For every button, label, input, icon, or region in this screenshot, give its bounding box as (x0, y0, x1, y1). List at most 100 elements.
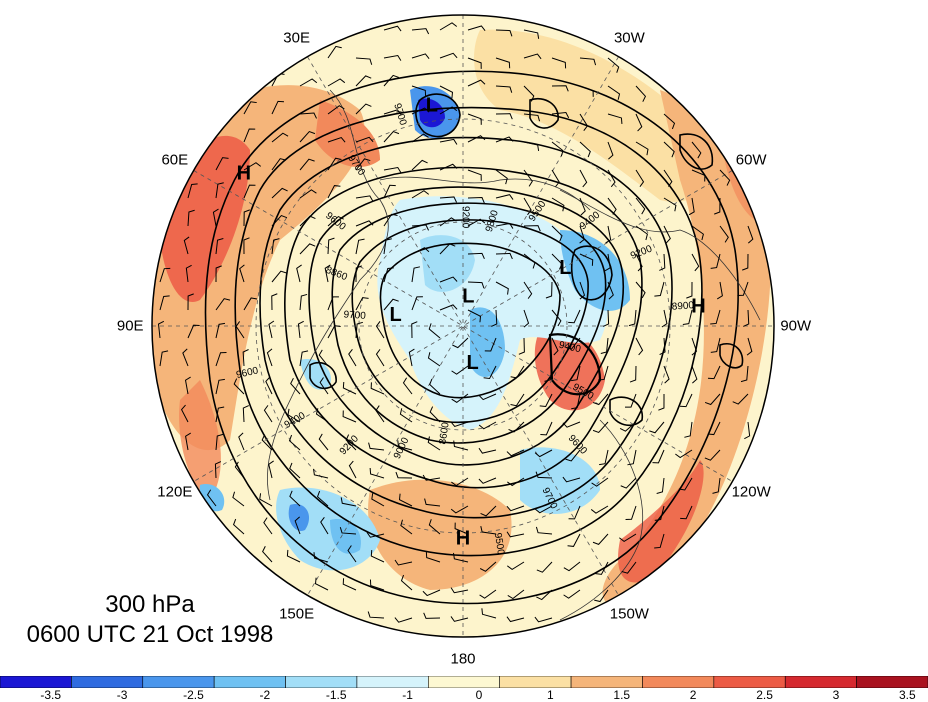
wind-barb (663, 197, 677, 212)
wind-barb (484, 337, 497, 352)
wind-barb (495, 252, 513, 260)
wind-barb (327, 157, 342, 171)
wind-barb (355, 220, 374, 227)
low-center: L (390, 304, 402, 326)
colorbar (0, 676, 928, 688)
longitude-label: 30W (613, 29, 645, 47)
longitude-label: 120E (157, 483, 193, 501)
wind-barb (342, 410, 357, 423)
wind-barb (607, 85, 621, 100)
wind-barb (327, 215, 344, 227)
wind-barb (495, 57, 511, 69)
wind-barb (540, 421, 553, 436)
wind-barb (744, 421, 751, 440)
wind-barb (467, 113, 482, 125)
wind-barb (607, 57, 620, 73)
wind-barb (427, 436, 441, 451)
wind-barb (545, 281, 553, 299)
wind-barb (451, 393, 469, 403)
wind-barb (495, 85, 513, 93)
wind-barb (534, 616, 553, 623)
wind-barb (579, 141, 591, 158)
wind-barb (635, 337, 644, 356)
wind-barb (271, 100, 285, 115)
wind-barb (411, 85, 427, 97)
wind-barb (327, 296, 339, 311)
wind-barb (481, 608, 497, 619)
wind-barb (324, 264, 331, 283)
wind-barb (654, 505, 665, 521)
wind-barb (215, 298, 231, 311)
wind-barb (450, 616, 469, 622)
wind-barb (602, 309, 610, 327)
wind-barb (383, 74, 399, 87)
wind-barb (579, 85, 594, 97)
wind-barb (215, 182, 224, 199)
wind-barb (187, 183, 198, 199)
wind-barb (243, 297, 258, 311)
wind-barb (383, 109, 402, 115)
wind-barb (425, 551, 441, 563)
wind-barb (318, 433, 329, 451)
wind-barb (467, 169, 482, 181)
wind-barb (495, 281, 509, 295)
wind-barb (719, 169, 731, 186)
wind-barb (159, 295, 170, 311)
wind-barb (663, 113, 676, 130)
wind-barb (451, 365, 469, 375)
wind-barb (467, 309, 482, 323)
wind-barb (427, 352, 441, 367)
wind-barb (370, 382, 385, 395)
wind-barb (369, 579, 385, 591)
wind-barb (567, 533, 581, 547)
wind-barb (495, 136, 514, 143)
wind-barb (428, 519, 441, 535)
wind-barb (467, 135, 486, 143)
wind-barb (422, 589, 441, 597)
wind-barb (551, 111, 570, 119)
wind-barb (289, 462, 301, 479)
wind-barb (299, 78, 318, 87)
wind-barb (157, 320, 165, 339)
wind-barb (215, 351, 227, 367)
wind-barb (451, 477, 469, 487)
wind-barb (287, 408, 301, 423)
wind-barb (654, 533, 665, 549)
wind-barb (663, 169, 673, 187)
wind-barb (271, 293, 278, 311)
wind-barb (627, 449, 637, 466)
wind-barb (480, 526, 497, 535)
wind-barb (571, 365, 581, 382)
wind-barb (661, 309, 668, 328)
wind-barb (607, 197, 617, 215)
wind-barb (704, 393, 721, 406)
wind-barb (523, 141, 540, 151)
wind-barb (232, 491, 245, 507)
colorbar-swatch (428, 676, 500, 688)
wind-barb (450, 587, 469, 594)
wind-barb (495, 29, 513, 37)
wind-barb (383, 213, 398, 227)
wind-barb (348, 460, 357, 479)
wind-barb (675, 449, 693, 459)
wind-barb (355, 297, 369, 311)
wind-barb (579, 253, 594, 266)
wind-barb (327, 136, 346, 143)
colorbar-swatch (0, 676, 72, 688)
wind-barb (467, 252, 485, 260)
wind-barb (740, 365, 749, 383)
wind-barb (439, 196, 457, 203)
wind-barb (327, 325, 341, 339)
low-center: L (559, 257, 571, 279)
wind-barb (539, 393, 553, 408)
wind-barb (565, 449, 581, 462)
wind-barb (439, 276, 458, 283)
wind-barb (340, 497, 357, 507)
wind-barb (737, 281, 749, 296)
wind-barb (383, 130, 400, 143)
wind-barb (551, 57, 567, 69)
wind-barb (347, 545, 357, 563)
wind-barb (327, 185, 341, 199)
wind-barb (691, 225, 704, 241)
wind-barb (551, 225, 563, 242)
